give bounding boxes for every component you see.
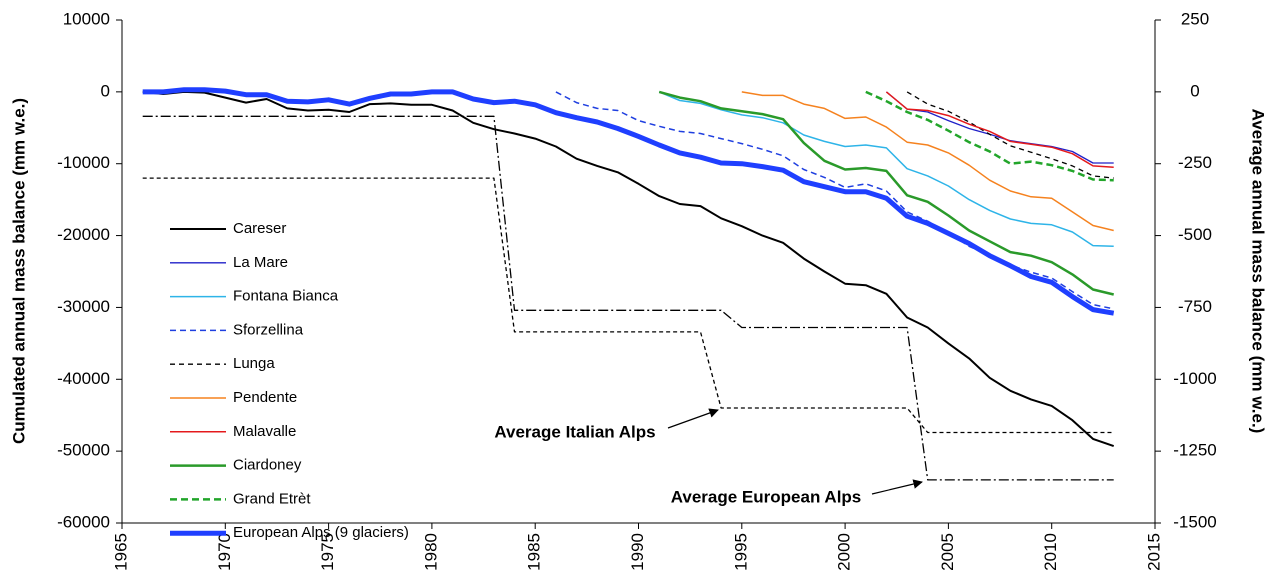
y2-tick-label: -250 bbox=[1178, 153, 1212, 172]
reference-line bbox=[142, 177, 1114, 434]
y2-tick-label: -1500 bbox=[1173, 512, 1216, 531]
legend-label: Ciardoney bbox=[233, 457, 302, 474]
series-line bbox=[658, 90, 1114, 296]
series-line bbox=[885, 91, 1114, 169]
legend-label: Malavalle bbox=[233, 423, 296, 440]
legend-label: Fontana Bianca bbox=[233, 288, 339, 305]
y2-tick-label: -1250 bbox=[1173, 441, 1216, 460]
y2-axis-title: Average annual mass balance (mm w.e.) bbox=[1249, 109, 1268, 434]
legend-label: Sforzellina bbox=[233, 321, 304, 338]
x-tick-label: 2010 bbox=[1041, 533, 1060, 571]
y2-tick-label: 250 bbox=[1181, 9, 1209, 28]
x-tick-label: 2000 bbox=[835, 533, 854, 571]
series-line bbox=[142, 90, 1115, 448]
x-tick-label: 1980 bbox=[421, 533, 440, 571]
y-axis-title: Cumulated annual mass balance (mm w.e.) bbox=[9, 98, 28, 444]
y2-tick-label: 0 bbox=[1190, 81, 1199, 100]
x-tick-label: 1970 bbox=[215, 533, 234, 571]
x-tick-label: 1975 bbox=[318, 533, 337, 571]
legend-label: Careser bbox=[233, 220, 286, 237]
series-line bbox=[885, 91, 1114, 164]
series-line bbox=[741, 91, 1114, 232]
annotation-arrow bbox=[871, 479, 923, 495]
reference-line bbox=[142, 115, 1114, 481]
y-tick-label: 10000 bbox=[63, 9, 110, 28]
series-line bbox=[865, 90, 1114, 182]
y-tick-label: -10000 bbox=[57, 153, 110, 172]
y-tick-label: -30000 bbox=[57, 297, 110, 316]
y2-tick-label: -750 bbox=[1178, 297, 1212, 316]
legend-label: La Mare bbox=[233, 254, 288, 271]
annotation: Average Italian Alps bbox=[494, 422, 655, 441]
series-line bbox=[906, 91, 1114, 179]
y2-tick-label: -500 bbox=[1178, 225, 1212, 244]
annotation: Average European Alps bbox=[671, 487, 862, 506]
x-tick-label: 1990 bbox=[628, 533, 647, 571]
legend-label: European Alps (9 glaciers) bbox=[233, 524, 409, 541]
x-tick-label: 1965 bbox=[111, 533, 130, 571]
series-line bbox=[658, 91, 1114, 248]
x-tick-label: 2015 bbox=[1144, 533, 1163, 571]
series-line bbox=[142, 87, 1115, 316]
y-tick-label: -60000 bbox=[57, 512, 110, 531]
y2-tick-label: -1000 bbox=[1173, 369, 1216, 388]
y-tick-label: -50000 bbox=[57, 441, 110, 460]
x-tick-label: 2005 bbox=[938, 533, 957, 571]
legend-label: Grand Etrèt bbox=[233, 490, 311, 507]
annotation-arrow bbox=[667, 408, 719, 429]
x-tick-label: 1995 bbox=[731, 533, 750, 571]
legend-background bbox=[160, 212, 460, 517]
legend-label: Lunga bbox=[233, 355, 275, 372]
x-tick-label: 1985 bbox=[525, 533, 544, 571]
y-tick-label: 0 bbox=[101, 81, 110, 100]
series-line bbox=[555, 91, 1114, 310]
y-tick-label: -20000 bbox=[57, 225, 110, 244]
y-tick-label: -40000 bbox=[57, 369, 110, 388]
legend-label: Pendente bbox=[233, 389, 297, 406]
